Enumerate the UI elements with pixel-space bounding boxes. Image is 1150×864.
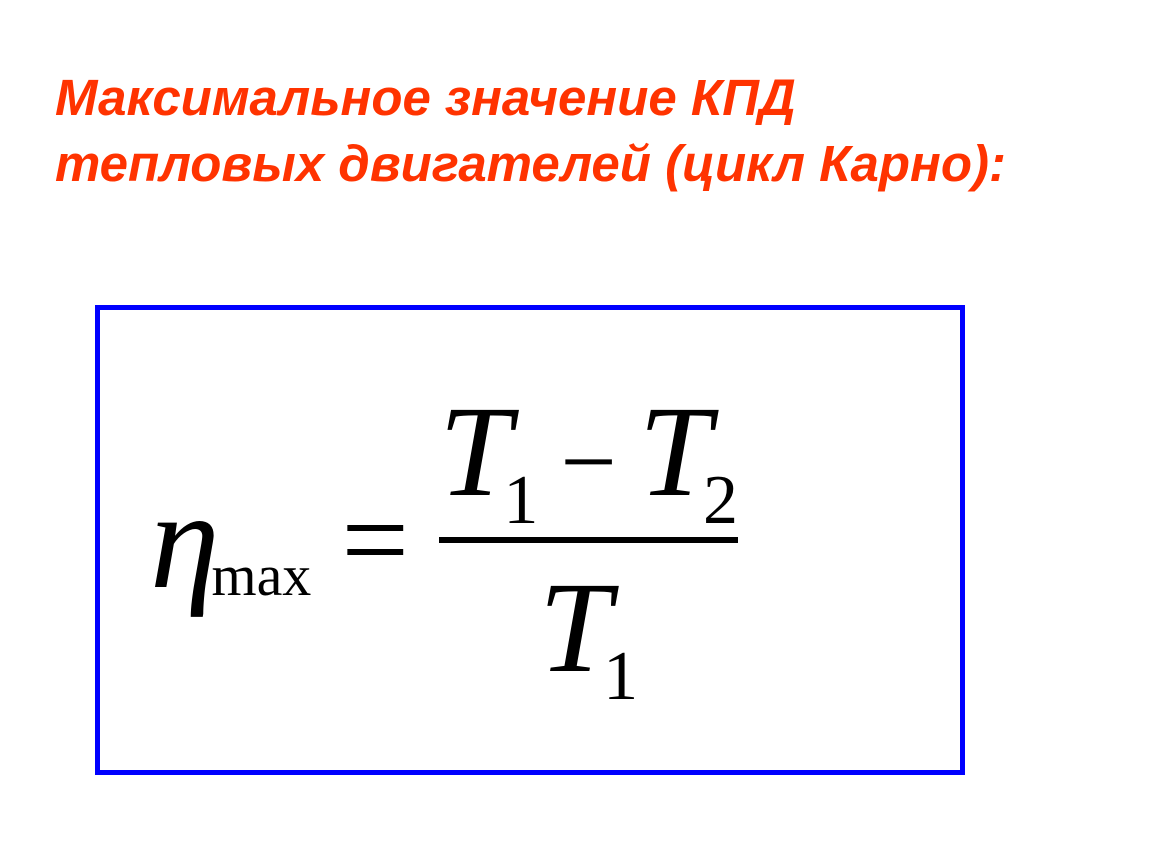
numerator-t2: T [639,377,711,527]
title-container: Максимальное значение КПД тепловых двига… [55,65,1095,198]
fraction: T 1 − T 2 T 1 [439,377,738,703]
formula-box: η max = T 1 − T 2 T 1 [95,305,965,775]
denominator: T 1 [539,543,638,703]
eta-subscript: max [211,542,311,609]
numerator-t1: T [439,377,511,527]
denominator-sub: 1 [603,637,638,717]
title-line-2: тепловых двигателей (цикл Карно): [55,131,1095,197]
title-line-1: Максимальное значение КПД [55,65,1095,131]
numerator: T 1 − T 2 [439,377,738,537]
formula: η max = T 1 − T 2 T 1 [150,377,738,703]
numerator-sub2: 2 [703,461,738,541]
minus-sign: − [560,404,616,519]
numerator-sub1: 1 [503,461,538,541]
equals-sign: = [341,471,409,609]
eta-symbol: η [150,460,219,621]
denominator-t: T [539,553,611,703]
